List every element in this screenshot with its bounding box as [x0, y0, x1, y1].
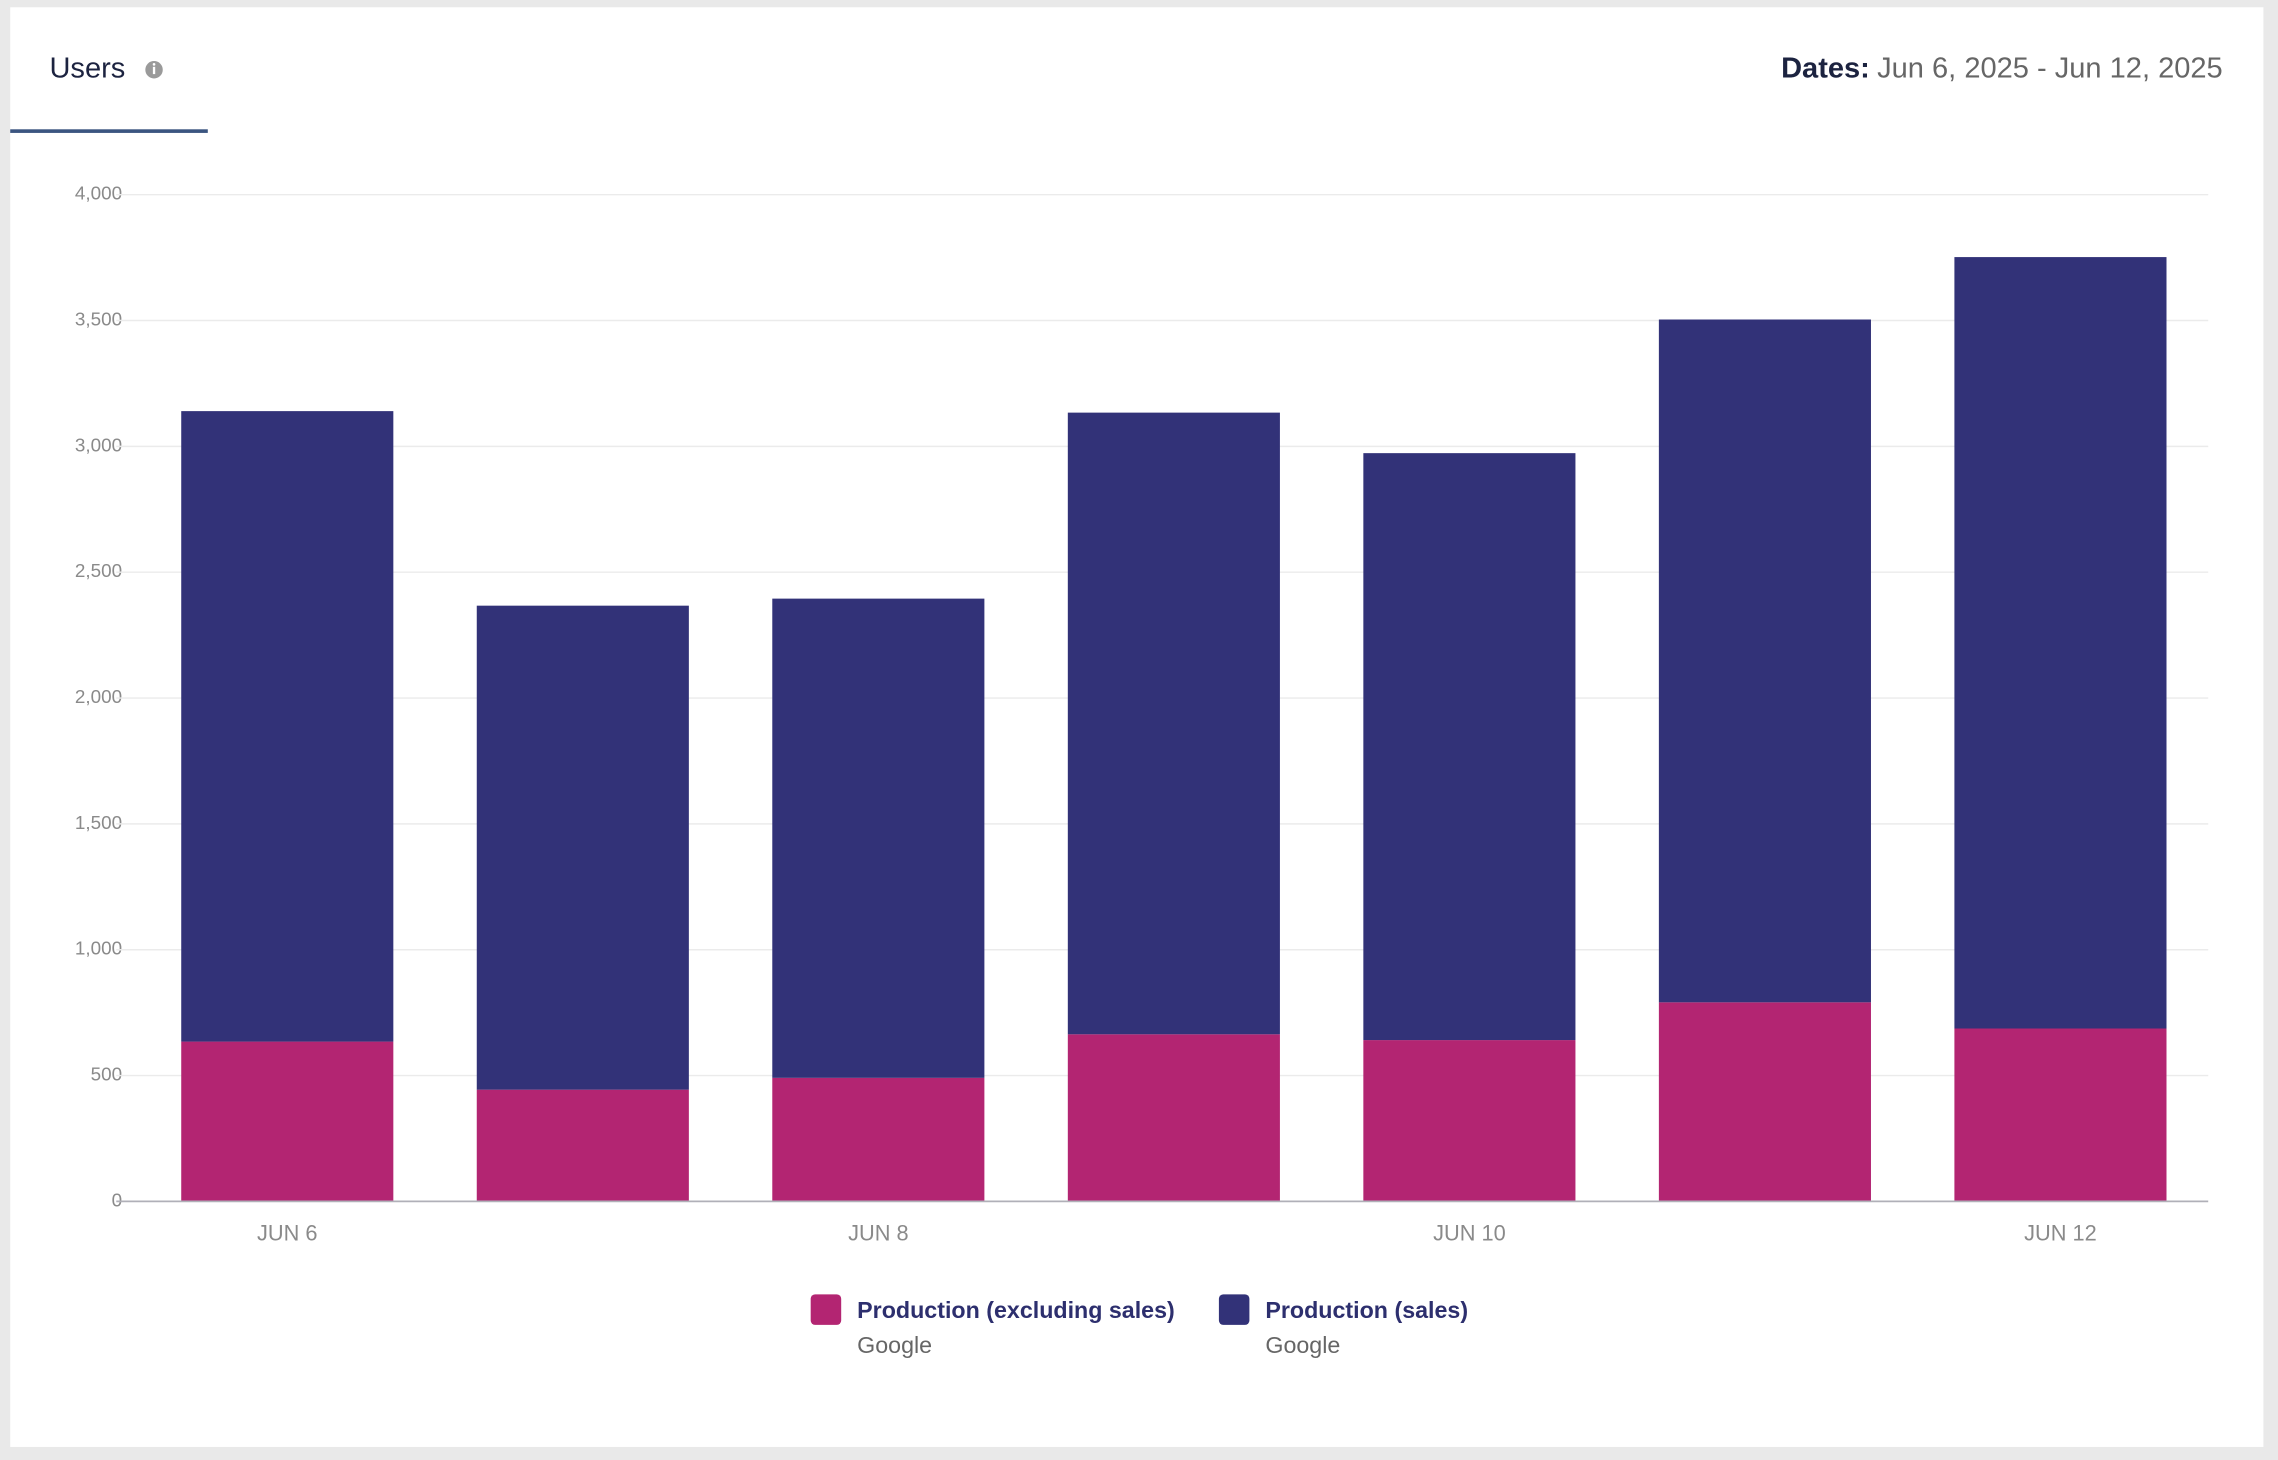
info-icon-glyph — [152, 66, 156, 75]
tab-underline — [10, 129, 208, 133]
dates: Dates: Jun 6, 2025 - Jun 12, 2025 — [1781, 52, 2223, 84]
legend-source: Google — [1265, 1332, 1340, 1358]
dates-label: Dates: — [1781, 52, 1870, 84]
y-tick-label: 3,500 — [75, 309, 122, 330]
x-tick-label: JUN 10 — [1433, 1221, 1506, 1246]
bar-segment — [181, 1041, 394, 1202]
bar-segment — [1067, 1034, 1280, 1202]
legend-swatch — [1218, 1294, 1250, 1325]
dates-value: Jun 6, 2025 - Jun 12, 2025 — [1877, 52, 2223, 84]
y-tick-label: 2,500 — [75, 561, 122, 582]
bar-segment — [181, 411, 394, 1042]
y-tick-label: 1,000 — [75, 939, 122, 960]
bar-segment — [772, 1077, 985, 1202]
legend-label: Production (sales) — [1265, 1297, 1468, 1323]
bar-segment — [1954, 257, 2167, 1029]
legend-source: Google — [857, 1332, 932, 1358]
y-tick-label: 3,000 — [75, 435, 122, 456]
y-tick-label: 2,000 — [75, 687, 122, 708]
bar-segment — [476, 1089, 689, 1202]
x-tick-label: JUN 12 — [2024, 1221, 2097, 1246]
bar-segment — [1658, 319, 1871, 1003]
legend-label: Production (excluding sales) — [857, 1297, 1175, 1323]
bar-segment — [1363, 453, 1576, 1041]
bar-segment — [1067, 412, 1280, 1035]
x-tick-label: JUN 8 — [848, 1221, 909, 1246]
bar-segment — [476, 605, 689, 1090]
legend-swatch — [810, 1294, 842, 1325]
tab-title[interactable]: Users — [49, 52, 125, 84]
y-tick-label: 500 — [91, 1065, 123, 1086]
bar-segment — [772, 598, 985, 1078]
bar-segment — [1954, 1028, 2167, 1202]
y-tick-label: 1,500 — [75, 813, 122, 834]
y-tick-label: 4,000 — [75, 184, 122, 205]
info-icon-dot — [152, 63, 156, 66]
bar-segment — [1363, 1040, 1576, 1202]
bar-segment — [1658, 1002, 1871, 1202]
x-tick-label: JUN 6 — [257, 1221, 318, 1246]
